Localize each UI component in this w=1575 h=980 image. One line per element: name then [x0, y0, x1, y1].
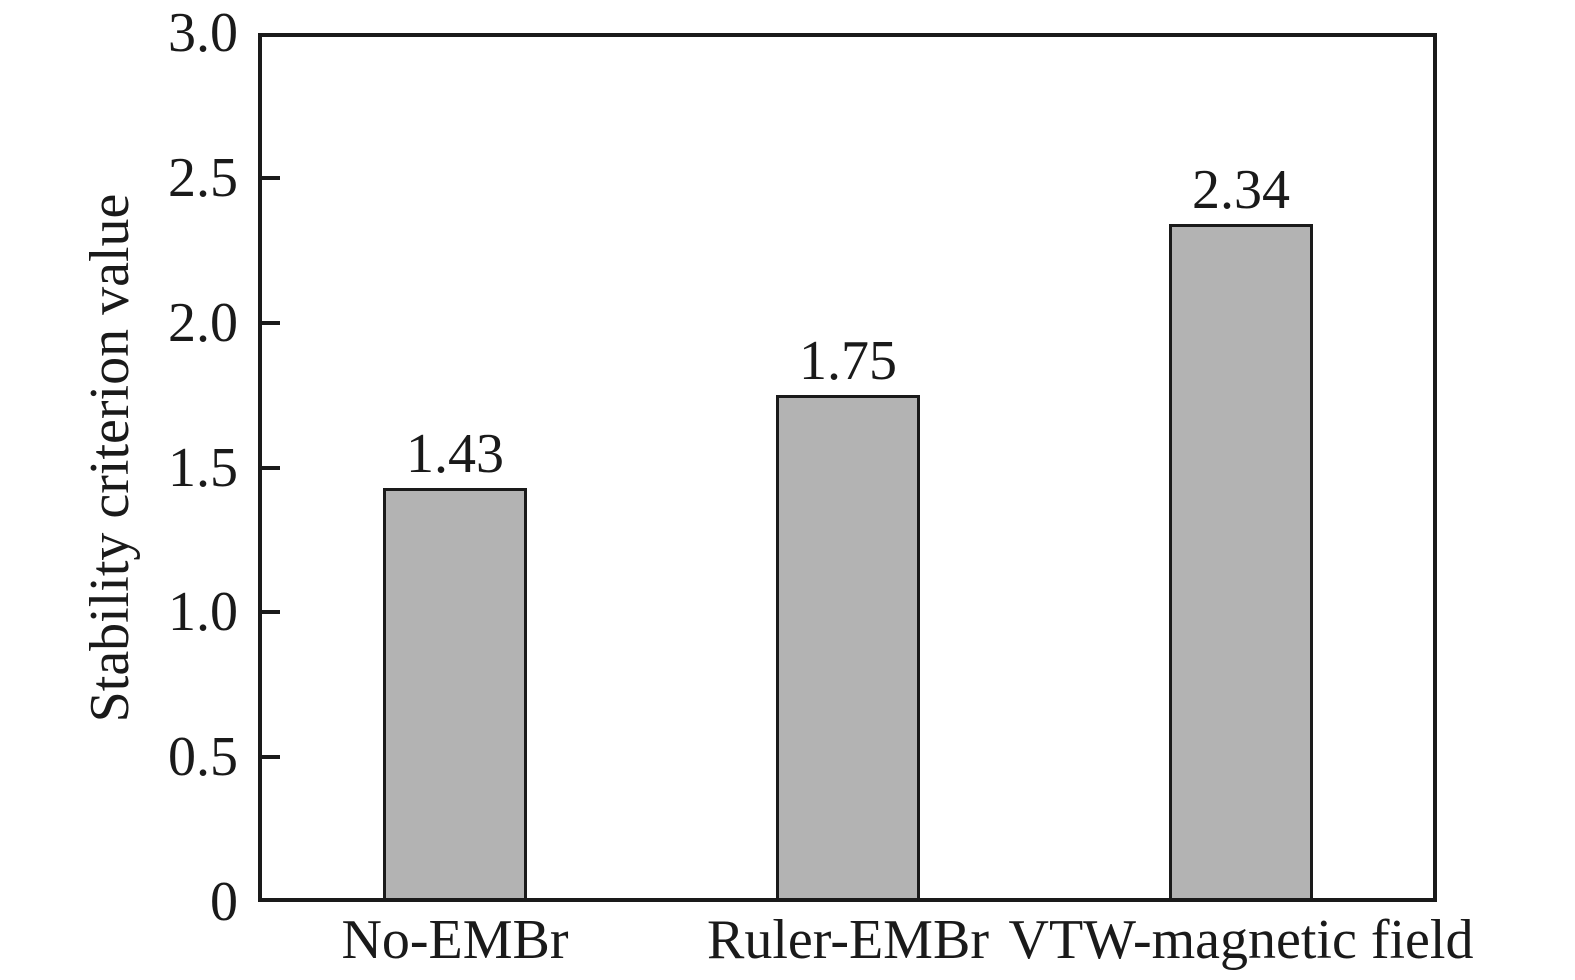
y-tick-label: 2.5: [168, 147, 238, 209]
y-tick-label: 1.5: [168, 437, 238, 499]
bar: [776, 395, 920, 902]
bar: [1169, 224, 1313, 902]
bar-value-label: 1.43: [406, 423, 504, 485]
y-tick-label: 0.5: [168, 726, 238, 788]
y-tick-mark: [262, 321, 280, 325]
y-tick-mark: [262, 755, 280, 759]
y-tick-label: 3.0: [168, 2, 238, 64]
bar-value-label: 1.75: [799, 330, 897, 392]
y-tick-mark: [262, 466, 280, 470]
y-tick-label: 0: [210, 871, 238, 933]
x-category-label: VTW-magnetic field: [1008, 909, 1474, 971]
y-tick-label: 1.0: [168, 581, 238, 643]
x-category-label: Ruler-EMBr: [707, 909, 989, 971]
bar: [383, 488, 527, 902]
y-tick-label: 2.0: [168, 292, 238, 354]
y-tick-mark: [262, 176, 280, 180]
plot-area: 1.43 1.75 2.34: [258, 33, 1437, 902]
x-category-label: No-EMBr: [341, 909, 569, 971]
y-tick-mark: [262, 610, 280, 614]
bar-value-label: 2.34: [1192, 159, 1290, 221]
